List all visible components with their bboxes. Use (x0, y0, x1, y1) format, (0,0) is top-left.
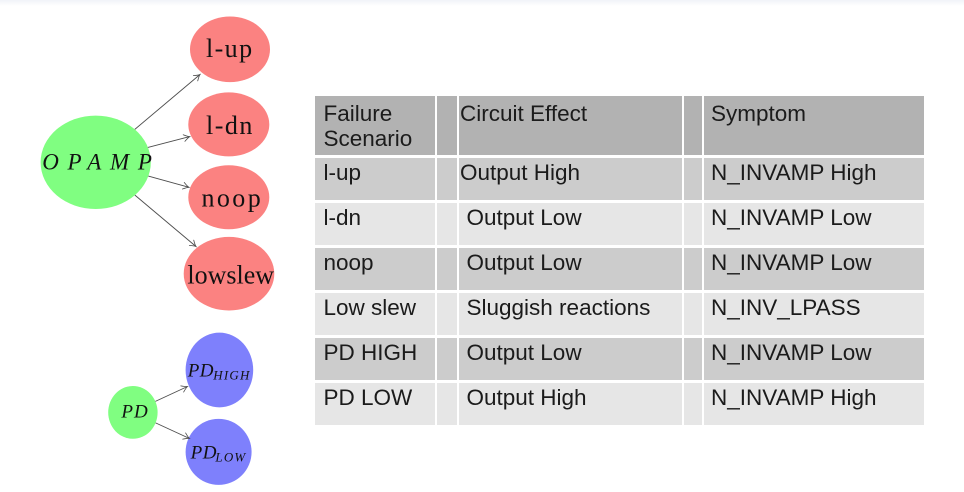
svg-text:HIGH: HIGH (212, 368, 250, 383)
svg-text:PD: PD (120, 401, 148, 422)
svg-text:lowslew: lowslew (187, 261, 274, 290)
svg-text:l-dn: l-dn (206, 111, 254, 140)
svg-text:noop: noop (202, 184, 264, 213)
svg-text:PD: PD (187, 360, 214, 381)
svg-text:LOW: LOW (214, 450, 246, 465)
svg-text:l-up: l-up (206, 34, 253, 63)
svg-text:PD: PD (190, 443, 217, 464)
svg-text:OPAMP: OPAMP (42, 149, 160, 174)
